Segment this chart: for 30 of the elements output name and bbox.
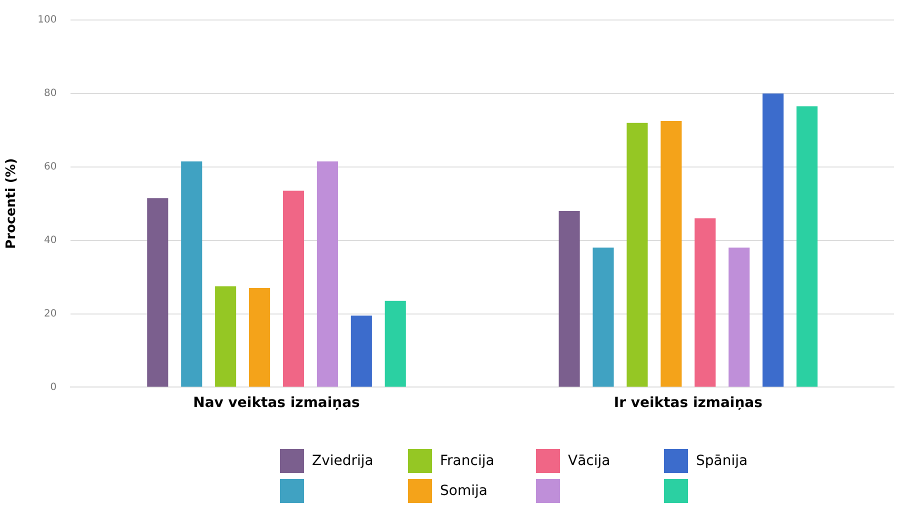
y-tick-label: 100 (38, 14, 57, 26)
legend-label: Spānija (696, 453, 748, 469)
y-axis-title: Procenti (%) (4, 158, 20, 249)
bar (728, 248, 750, 387)
bar (249, 288, 270, 387)
bar (316, 161, 338, 387)
bar (282, 190, 304, 387)
bar (384, 300, 406, 387)
x-tick-label: Nav veiktas izmaiņas (193, 395, 360, 412)
bar (660, 120, 682, 387)
bar (350, 316, 372, 387)
x-tick-label: Ir veiktas izmaiņas (614, 395, 762, 412)
bar (558, 210, 580, 387)
bar (215, 286, 236, 387)
bar (796, 106, 818, 387)
bar (147, 198, 168, 387)
bar (592, 248, 614, 387)
y-tick-label: 80 (44, 88, 57, 100)
bar (762, 93, 784, 387)
legend-label: Vācija (568, 453, 610, 469)
y-tick-label: 0 (50, 382, 57, 393)
y-tick-label: 20 (44, 308, 57, 320)
bar (694, 218, 716, 387)
legend-label: Somija (440, 483, 488, 499)
y-tick-label: 40 (44, 234, 57, 246)
bar (626, 122, 648, 387)
y-tick-label: 60 (44, 161, 57, 172)
legend-label: Francija (440, 453, 494, 469)
bar (181, 161, 202, 387)
legend-label: Zviedrija (312, 453, 374, 469)
